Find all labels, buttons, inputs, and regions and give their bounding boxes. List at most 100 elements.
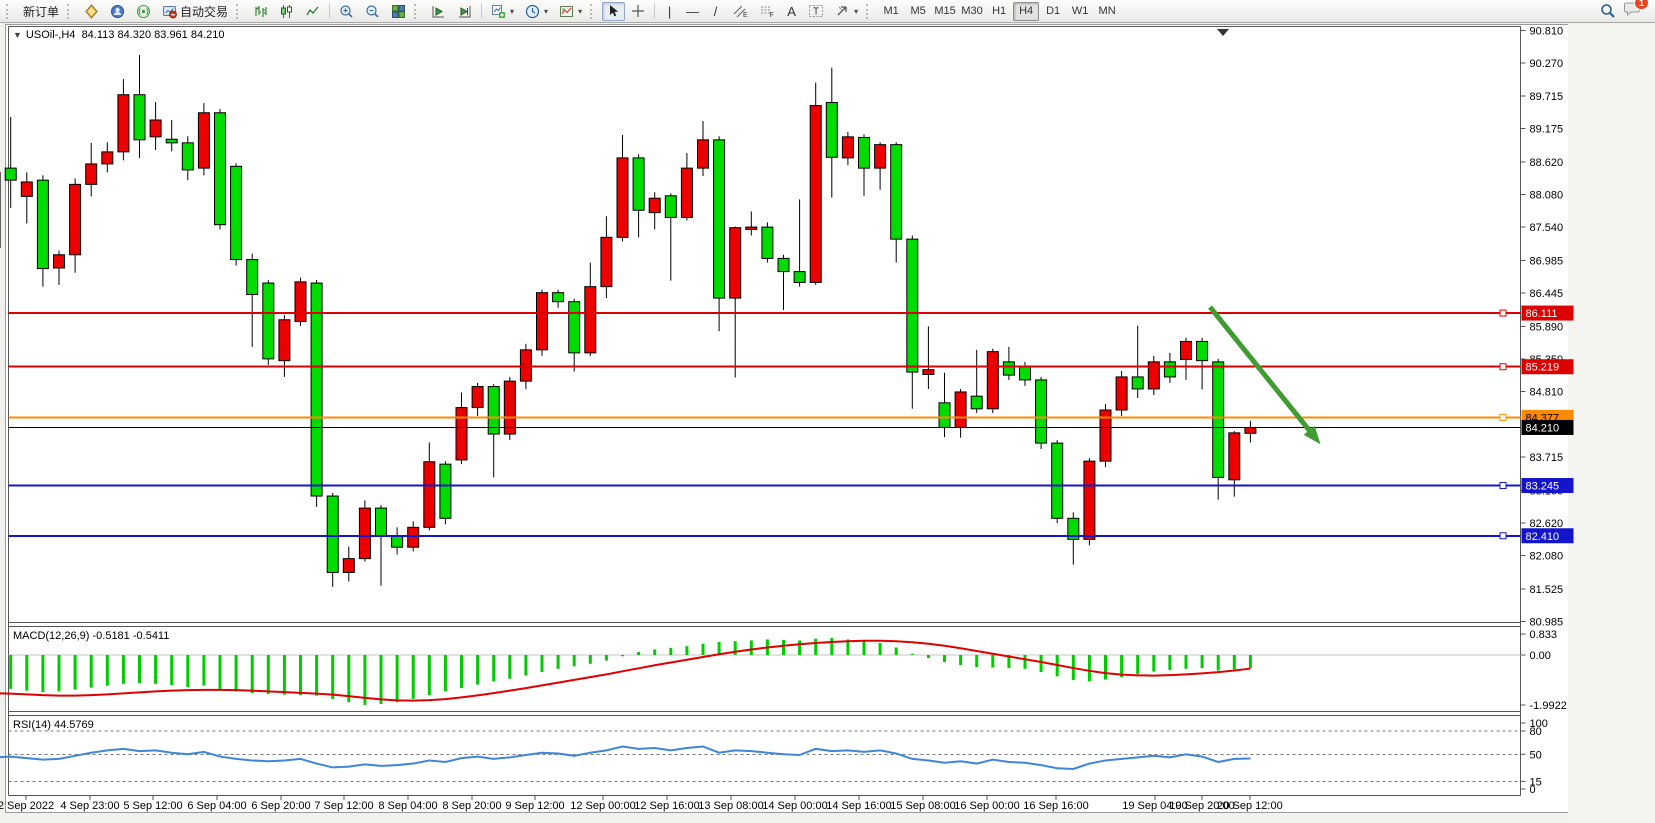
toolbar-grip[interactable] — [67, 3, 74, 19]
signals-button[interactable] — [131, 2, 156, 21]
chart-shift-button[interactable] — [452, 2, 477, 21]
svg-text:E: E — [743, 12, 748, 18]
dropdown-caret: ▾ — [854, 6, 859, 16]
svg-text:0.00: 0.00 — [1530, 650, 1551, 662]
svg-text:20 Sep 12:00: 20 Sep 12:00 — [1217, 800, 1282, 812]
timeframe-m1-button[interactable]: M1 — [878, 2, 904, 21]
svg-text:12 Sep 16:00: 12 Sep 16:00 — [634, 800, 699, 812]
svg-text:19 Sep 04:00: 19 Sep 04:00 — [1122, 800, 1187, 812]
svg-text:100: 100 — [1530, 718, 1548, 730]
toolbar-grip[interactable] — [6, 3, 13, 19]
svg-text:4 Sep 23:00: 4 Sep 23:00 — [60, 800, 119, 812]
toolbar-separator — [654, 3, 656, 19]
macd-pane: 0.833 0.00 -1.9922 — [0, 629, 1567, 712]
timeframe-w1-button[interactable]: W1 — [1067, 2, 1093, 21]
svg-text:14 Sep 16:00: 14 Sep 16:00 — [826, 800, 891, 812]
tile-windows-button[interactable] — [386, 2, 411, 21]
zoom-out-button[interactable] — [360, 2, 385, 21]
chart-window[interactable] — [5, 24, 1569, 813]
line-handle[interactable] — [1499, 413, 1507, 421]
timeframe-m5-button[interactable]: M5 — [905, 2, 931, 21]
svg-text:F: F — [770, 12, 774, 18]
svg-text:8 Sep 04:00: 8 Sep 04:00 — [378, 800, 437, 812]
crosshair-tool-button[interactable] — [626, 2, 650, 21]
text-tool-button[interactable]: A — [781, 2, 802, 21]
bar-chart-mode-button[interactable] — [248, 2, 273, 21]
auto-scroll-icon — [432, 5, 445, 17]
timeframe-m15-button[interactable]: M15 — [932, 2, 958, 21]
timeframe-h4-button[interactable]: H4 — [1013, 1, 1040, 21]
rsi-line — [0, 745, 1251, 770]
candlestick-mode-button[interactable] — [274, 2, 299, 21]
timeframe-mn-button[interactable]: MN — [1094, 2, 1120, 21]
trend-arrow[interactable] — [1208, 305, 1321, 445]
timeframe-m30-button[interactable]: M30 — [959, 2, 985, 21]
dropdown-caret: ▾ — [510, 6, 515, 16]
svg-text:0.833: 0.833 — [1530, 629, 1558, 641]
fibonacci-icon: F — [761, 6, 774, 18]
main-toolbar: 新订单 自动交易 — [0, 0, 1655, 23]
line-handle[interactable] — [1499, 363, 1507, 371]
trendline-tool-button[interactable]: / — [705, 2, 726, 21]
svg-text:19 Sep 20:00: 19 Sep 20:00 — [1169, 800, 1234, 812]
autotrading-button[interactable]: 自动交易 — [157, 2, 233, 21]
toolbar-grip[interactable] — [590, 3, 597, 19]
community-button[interactable] — [105, 2, 130, 21]
svg-text:84.210: 84.210 — [1526, 422, 1560, 434]
chart-title-bar: ▼ USOil-,H4 84.113 84.320 83.961 84.210 — [13, 29, 225, 41]
time-axis: 2 Sep 2022 4 Sep 23:00 5 Sep 12:00 6 Sep 04… — [0, 795, 1283, 812]
new-order-button[interactable]: 新订单 — [18, 2, 64, 21]
svg-text:16 Sep 16:00: 16 Sep 16:00 — [1023, 800, 1088, 812]
line-handle[interactable] — [1499, 309, 1507, 317]
svg-text:86.985: 86.985 — [1530, 255, 1564, 267]
svg-text:6 Sep 04:00: 6 Sep 04:00 — [187, 800, 246, 812]
equidistant-channel-icon: E — [733, 5, 748, 18]
cursor-tool-button[interactable] — [602, 1, 626, 21]
toolbar-grip[interactable] — [414, 3, 421, 19]
line-handle[interactable] — [1499, 532, 1507, 540]
chat-button[interactable]: 1 — [1624, 0, 1649, 21]
metaeditor-button[interactable] — [79, 2, 104, 21]
auto-scroll-button[interactable] — [426, 2, 451, 21]
clock-icon — [525, 4, 540, 18]
templates-button[interactable]: ▾ — [554, 2, 587, 21]
channel-tool-button[interactable]: E — [727, 2, 753, 21]
svg-text:80: 80 — [1530, 726, 1542, 738]
toolbar-grip[interactable] — [236, 3, 243, 19]
chart-shift-marker[interactable] — [1217, 29, 1229, 36]
add-indicator-button[interactable]: ▾ — [486, 2, 519, 21]
macd-signal-line — [0, 639, 1251, 702]
horizontal-line-icon: — — [686, 3, 700, 19]
arrows-tool-button[interactable]: ▾ — [830, 2, 863, 21]
autotrading-icon — [163, 5, 177, 18]
chart-shift-icon — [459, 5, 471, 17]
svg-text:88.620: 88.620 — [1530, 157, 1564, 169]
timeframe-d1-button[interactable]: D1 — [1040, 2, 1066, 21]
line-chart-mode-button[interactable] — [300, 2, 325, 21]
signals-icon — [137, 4, 151, 18]
line-handle[interactable] — [1499, 482, 1507, 490]
text-icon: A — [787, 3, 796, 19]
search-icon[interactable] — [1600, 3, 1616, 19]
fibonacci-tool-button[interactable]: F — [754, 2, 780, 21]
text-label-tool-button[interactable]: T — [803, 2, 829, 21]
toolbar-grip[interactable] — [866, 3, 873, 19]
svg-text:7 Sep 12:00: 7 Sep 12:00 — [314, 800, 373, 812]
horizontal-line-tool-button[interactable]: — — [681, 2, 704, 21]
chart-canvas[interactable]: 90.810 90.270 89.715 89.175 88.620 88.080 87.5… — [0, 24, 1655, 823]
timeframe-h1-button[interactable]: H1 — [986, 2, 1012, 21]
svg-text:85.219: 85.219 — [1526, 362, 1560, 374]
dropdown-caret: ▾ — [578, 6, 583, 16]
chart-menu-icon[interactable]: ▼ — [13, 30, 22, 40]
svg-text:80.985: 80.985 — [1530, 617, 1564, 629]
svg-text:12 Sep 00:00: 12 Sep 00:00 — [570, 800, 635, 812]
svg-text:50: 50 — [1530, 749, 1542, 761]
periods-button[interactable]: ▾ — [520, 2, 553, 21]
svg-text:6 Sep 20:00: 6 Sep 20:00 — [251, 800, 310, 812]
rsi-indicator-label: RSI(14) — [13, 719, 51, 731]
add-indicator-icon — [492, 4, 506, 18]
vertical-line-tool-button[interactable]: | — [659, 2, 680, 21]
right-gutter — [1568, 24, 1655, 823]
zoom-in-button[interactable] — [334, 2, 359, 21]
